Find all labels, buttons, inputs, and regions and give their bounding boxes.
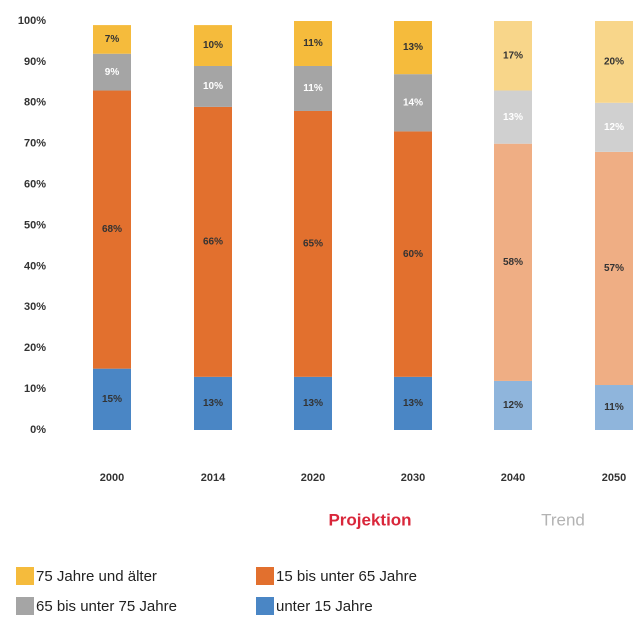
value-label: 57%: [604, 263, 624, 274]
bar-segment: [93, 90, 131, 369]
annotation: Trend: [541, 510, 585, 529]
legend-swatch: [16, 567, 34, 585]
legend-label: unter 15 Jahre: [276, 598, 373, 615]
bar-segment: [394, 376, 432, 430]
value-label: 20%: [604, 57, 624, 68]
legend-label: 65 bis unter 75 Jahre: [36, 598, 177, 615]
bar-segment: [494, 380, 532, 430]
bar-segment: [294, 110, 332, 377]
bar-segment: [194, 376, 232, 430]
y-tick-label: 90%: [24, 56, 46, 68]
bar-segment: [294, 376, 332, 430]
x-tick-label: 2000: [100, 472, 124, 484]
bar-segment: [394, 131, 432, 377]
y-tick-label: 40%: [24, 260, 46, 272]
legend-swatch: [16, 597, 34, 615]
bar-segment: [93, 53, 131, 91]
y-tick-label: 60%: [24, 179, 46, 191]
value-label: 11%: [303, 38, 323, 49]
x-tick-label: 2020: [301, 472, 325, 484]
value-label: 13%: [403, 398, 423, 409]
value-label: 9%: [105, 67, 120, 78]
value-label: 13%: [503, 112, 523, 123]
bar-segment: [93, 368, 131, 430]
x-tick-label: 2030: [401, 472, 425, 484]
value-label: 68%: [102, 224, 122, 235]
value-label: 10%: [203, 40, 223, 51]
bar-segment: [595, 102, 633, 152]
value-label: 58%: [503, 257, 523, 268]
bar-segment: [494, 21, 532, 91]
y-tick-label: 80%: [24, 97, 46, 109]
bar-segment: [194, 106, 232, 377]
legend-swatch: [256, 567, 274, 585]
bar-segment: [294, 65, 332, 111]
bar-segment: [595, 385, 633, 430]
value-label: 12%: [503, 400, 523, 411]
legend-label: 15 bis unter 65 Jahre: [276, 568, 417, 585]
bar-segment: [93, 25, 131, 54]
value-label: 13%: [303, 398, 323, 409]
bar-segment: [294, 21, 332, 66]
bar-segment: [394, 21, 432, 75]
value-label: 65%: [303, 239, 323, 250]
y-tick-label: 10%: [24, 383, 46, 395]
value-label: 15%: [102, 394, 122, 405]
value-label: 10%: [203, 81, 223, 92]
y-tick-label: 20%: [24, 342, 46, 354]
value-label: 17%: [503, 50, 523, 61]
x-tick-label: 2050: [602, 472, 626, 484]
value-label: 12%: [604, 122, 624, 133]
bar-segment: [194, 65, 232, 107]
bar-segment: [595, 151, 633, 386]
bar-segment: [194, 25, 232, 66]
bar-segment: [494, 143, 532, 381]
y-tick-label: 50%: [24, 219, 46, 231]
x-tick-label: 2040: [501, 472, 525, 484]
y-tick-label: 30%: [24, 301, 46, 313]
y-tick-label: 0%: [30, 424, 46, 436]
annotation: Projektion: [328, 510, 411, 529]
value-label: 11%: [604, 402, 624, 413]
value-label: 13%: [403, 42, 423, 53]
value-label: 7%: [105, 34, 120, 45]
bar-segment: [494, 90, 532, 144]
legend-swatch: [256, 597, 274, 615]
value-label: 13%: [203, 398, 223, 409]
legend-label: 75 Jahre und älter: [36, 568, 157, 585]
value-label: 60%: [403, 249, 423, 260]
bar-segment: [595, 21, 633, 103]
y-tick-label: 70%: [24, 138, 46, 150]
value-label: 66%: [203, 237, 223, 248]
value-label: 14%: [403, 97, 423, 108]
x-tick-label: 2014: [201, 472, 226, 484]
value-label: 11%: [303, 83, 323, 94]
bar-segment: [394, 74, 432, 132]
y-tick-label: 100%: [18, 15, 46, 27]
